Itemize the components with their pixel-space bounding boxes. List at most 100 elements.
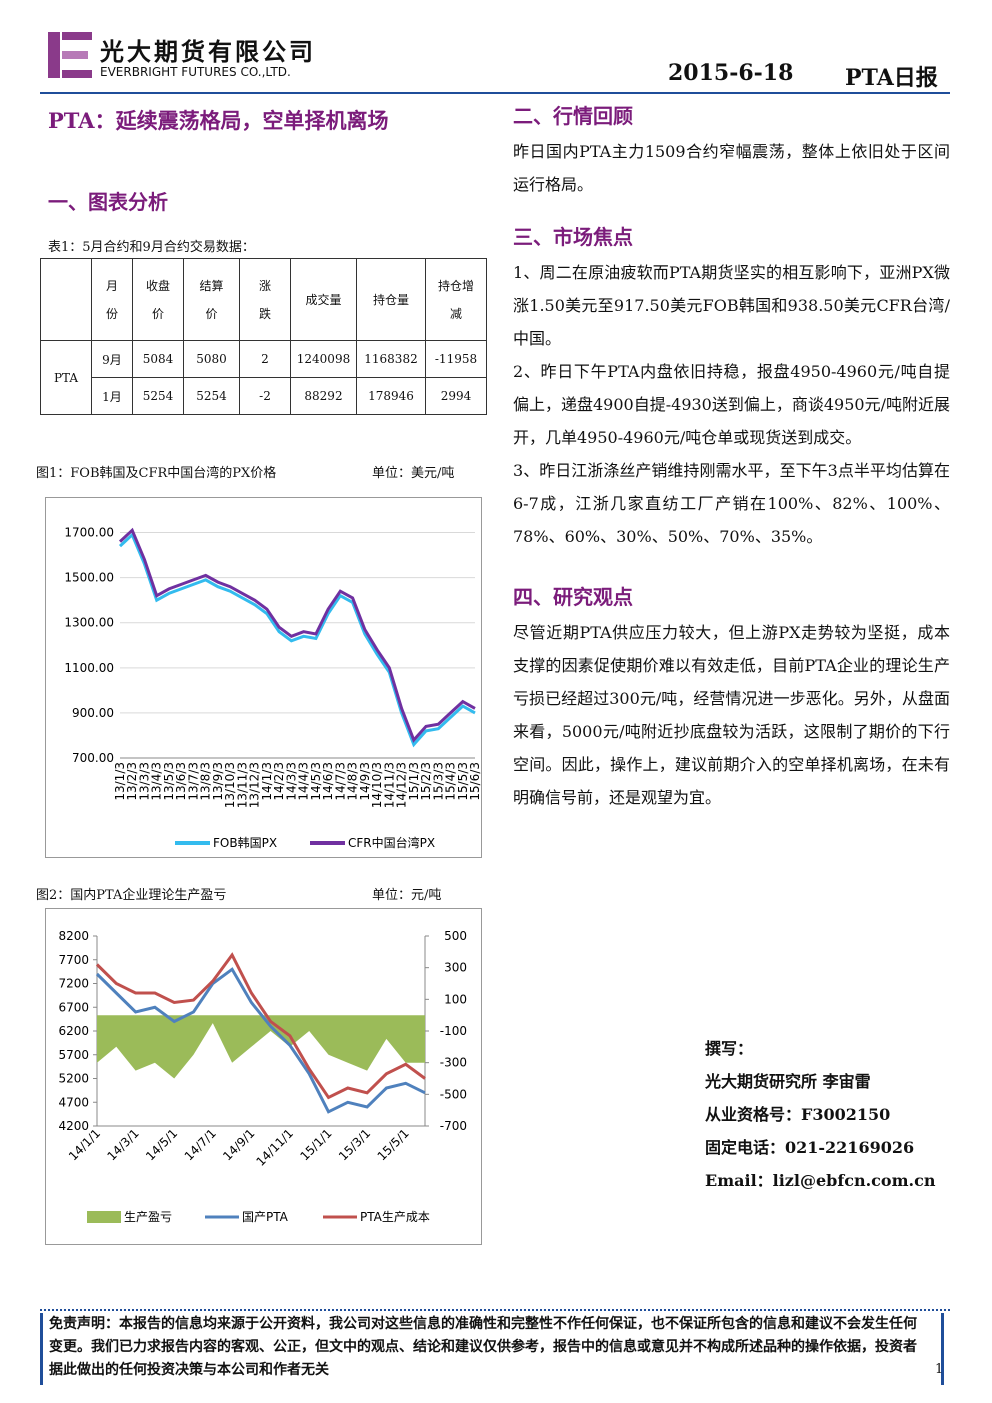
y2-tick-label: 300 — [444, 961, 467, 975]
y-tick-label: 4700 — [58, 1095, 89, 1109]
author-line: 从业资格号：F3002150 — [705, 1105, 891, 1124]
line-series — [118, 532, 476, 748]
legend-label: 国产PTA — [242, 1210, 289, 1224]
y2-tick-label: -700 — [440, 1119, 467, 1133]
y-tick-label: 1700.00 — [64, 526, 114, 540]
legend-swatch — [87, 1211, 121, 1223]
table-header: 收盘价 — [145, 278, 170, 321]
x-tick-label: 14/12/3 — [395, 762, 409, 808]
x-tick-label: 14/9/3 — [358, 762, 372, 801]
report-title: PTA：延续震荡格局，空单择机离场 — [48, 108, 389, 133]
right-column: 二、行情回顾 昨日国内PTA主力1509合约窄幅震荡，整体上依旧处于区间运行格局… — [513, 100, 950, 814]
x-tick-label: 14/5/3 — [309, 762, 323, 801]
y-tick-label: 700.00 — [72, 751, 114, 765]
x-tick-label: 13/12/3 — [248, 762, 262, 808]
chart: 700.00 900.00 1100.00 1300.00 1500.00 1700.00… — [45, 497, 482, 858]
y-tick-label: 1500.00 — [64, 571, 114, 585]
section-heading: 二、行情回顾 — [513, 104, 633, 128]
y-tick-label: 1100.00 — [64, 661, 114, 675]
x-tick-label: 13/6/3 — [174, 762, 188, 801]
table-cell: -2 — [239, 377, 291, 415]
x-tick-label: 14/4/3 — [297, 762, 311, 801]
table-cell: 5254 — [132, 377, 184, 415]
table-cell: 2 — [239, 340, 291, 378]
x-tick-label: 15/6/3 — [468, 762, 482, 801]
x-tick-label: 13/2/3 — [125, 762, 139, 801]
x-tick-label: 14/11/3 — [382, 762, 396, 808]
table-header: 成交量 — [290, 258, 357, 341]
x-tick-label: 14/8/3 — [346, 762, 360, 801]
x-tick-label: 14/3/3 — [284, 762, 298, 801]
figure-caption: 图1：FOB韩国及CFR中国台湾的PX价格 — [36, 466, 277, 481]
x-tick-label: 15/3/3 — [431, 762, 445, 801]
table-cell: 1240098 — [290, 340, 357, 378]
y2-tick-label: -100 — [440, 1024, 467, 1038]
company-en: EVERBRIGHT FUTURES CO.,LTD. — [100, 65, 291, 79]
x-tick-label: 13/7/3 — [186, 762, 200, 801]
disclaimer: 免责声明：本报告的信息均来源于公开资料，我公司对这些信息的准确性和完整性不作任何… — [49, 1316, 917, 1378]
y-tick-label: 6200 — [58, 1024, 89, 1038]
paragraph: 昨日国内PTA主力1509合约窄幅震荡，整体上依旧处于区间运行格局。 — [513, 142, 950, 194]
data-table: 月份 收盘价 结算价 涨跌 成交量 持仓量 持仓增减 PTA 9月 5084 5… — [40, 258, 487, 415]
table-cell: 88292 — [290, 377, 357, 415]
line-series — [118, 527, 476, 743]
table-cell: 1168382 — [356, 340, 426, 378]
table-cell: 5254 — [183, 377, 240, 415]
author-line: 撰写： — [705, 1039, 754, 1058]
x-tick-label: 14/2/3 — [272, 762, 286, 801]
table-cell: -11958 — [425, 340, 487, 378]
x-tick-label: 14/1/3 — [260, 762, 274, 801]
page-number: 1 — [935, 1362, 944, 1377]
x-tick-label: 15/2/3 — [419, 762, 433, 801]
figure-unit: 单位：元/吨 — [372, 888, 442, 903]
table-cell: 5084 — [132, 340, 184, 378]
y-tick-label: 5700 — [58, 1048, 89, 1062]
y2-tick-label: 100 — [444, 992, 467, 1006]
table-cell: 2994 — [425, 377, 487, 415]
table-cell: 178946 — [356, 377, 426, 415]
table-cell: 9月 — [91, 340, 133, 378]
x-tick-label: 14/6/3 — [321, 762, 335, 801]
disclaimer-box: 免责声明：本报告的信息均来源于公开资料，我公司对这些信息的准确性和完整性不作任何… — [40, 1313, 944, 1385]
x-tick-label: 14/7/3 — [333, 762, 347, 801]
legend-label: FOB韩国PX — [213, 835, 277, 850]
table-caption: 表1：5月合约和9月合约交易数据： — [48, 240, 255, 255]
paragraph: 2、昨日下午PTA内盘依旧持稳，报盘4950-4960元/吨自提偏上，递盘490… — [513, 362, 950, 447]
y-tick-label: 900.00 — [72, 706, 114, 720]
table-header: 涨跌 — [258, 278, 271, 321]
legend-label: PTA生产成本 — [360, 1210, 430, 1224]
y-tick-label: 4200 — [58, 1119, 89, 1133]
line-series — [95, 967, 426, 1114]
x-tick-label: 13/1/3 — [113, 762, 127, 801]
y2-tick-label: -300 — [440, 1056, 467, 1070]
x-tick-label: 14/10/3 — [370, 762, 384, 808]
report-date: 2015-6-18 — [668, 60, 794, 86]
author-line: Email：lizl@ebfcn.com.cn — [705, 1171, 936, 1190]
y-tick-label: 5200 — [58, 1072, 89, 1086]
table-cell: PTA — [40, 340, 92, 415]
author-block: 撰写： 光大期货研究所 李宙雷 从业资格号：F3002150 固定电话：021-… — [705, 1035, 935, 1200]
y-tick-label: 6700 — [58, 1000, 89, 1014]
report-name: PTA日报 — [845, 65, 938, 91]
figure-caption: 图2：国内PTA企业理论生产盈亏 — [36, 888, 227, 903]
y-tick-label: 7700 — [58, 953, 89, 967]
table-header: 持仓增减 — [437, 278, 474, 321]
company-cn: 光大期货有限公司 — [100, 37, 316, 66]
section-heading: 一、图表分析 — [48, 190, 168, 214]
x-tick-label: 13/4/3 — [150, 762, 164, 801]
header-rule — [40, 92, 950, 94]
y-tick-label: 7200 — [58, 977, 89, 991]
paragraph: 尽管近期PTA供应压力较大，但上游PX走势较为坚挺，成本支撑的因素促使期价难以有… — [513, 623, 950, 807]
x-tick-label: 13/11/3 — [235, 762, 249, 808]
section-heading: 四、研究观点 — [513, 585, 633, 609]
x-tick-label: 15/4/3 — [444, 762, 458, 801]
table-header: 月份 — [105, 278, 118, 321]
y-tick-label: 8200 — [58, 929, 89, 943]
logo — [48, 32, 92, 78]
line-series — [95, 952, 426, 1100]
section-heading: 三、市场焦点 — [513, 225, 633, 249]
x-tick-label: 15/1/3 — [407, 762, 421, 801]
x-tick-label: 13/5/3 — [162, 762, 176, 801]
chart: 4200 4700 5200 5700 6200 6700 7200 7700 8200 -700… — [45, 908, 482, 1245]
